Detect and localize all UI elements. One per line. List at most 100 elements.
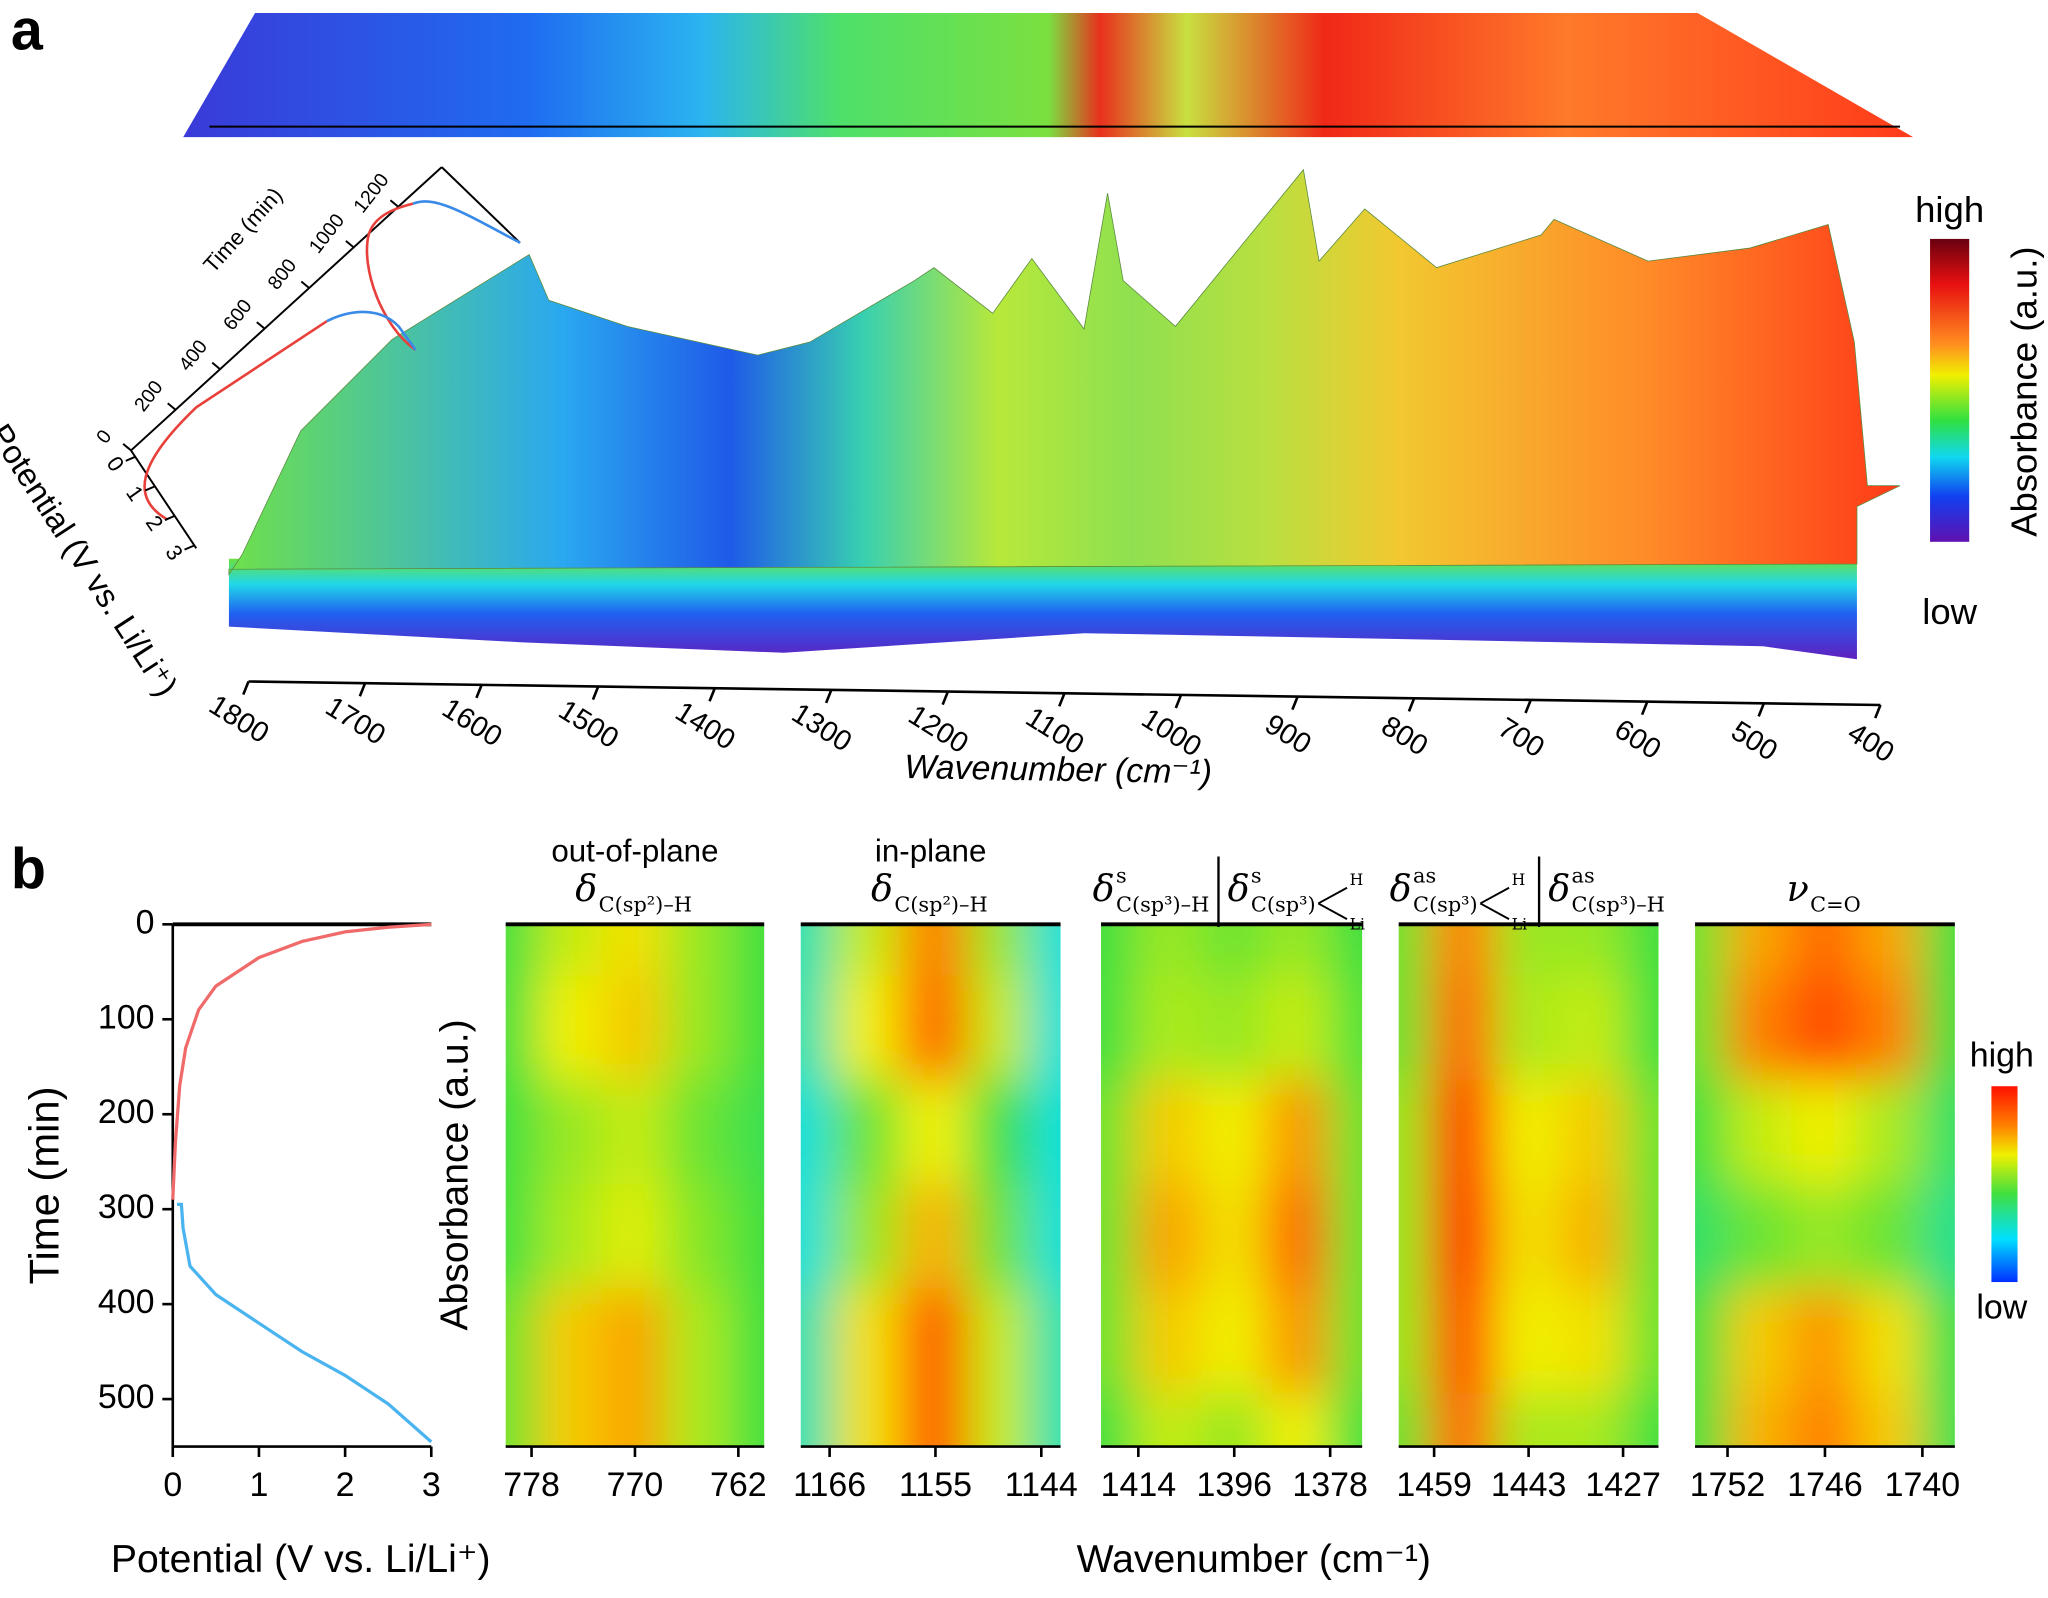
series-line (177, 1202, 433, 1444)
heatmap-cell (800, 1393, 836, 1447)
heatmap-cell (1856, 1184, 1924, 1292)
heatmap-cell (1429, 1079, 1498, 1187)
colorbar (1930, 238, 1970, 542)
heatmap-cell (505, 924, 540, 978)
potential-tick-label: 3 (160, 540, 188, 564)
heatmap-cell (1695, 1184, 1729, 1292)
y-tick (256, 321, 266, 330)
heatmap-cell (1134, 1184, 1204, 1292)
potential-tick (144, 485, 155, 492)
heatmap-cell (1921, 1393, 1955, 1447)
potential-tick-label: 2 (141, 511, 169, 535)
x-tick (1174, 694, 1183, 709)
heatmap-cell (730, 1393, 765, 1447)
heatmap-cells (1695, 924, 1955, 1447)
heatmap-cell (967, 1288, 1033, 1396)
heatmap-cell (1200, 1184, 1268, 1292)
heatmap-cell (1101, 975, 1137, 1083)
heatmap-cell (1624, 1184, 1659, 1292)
heatmap-cell (1726, 924, 1794, 978)
heatmap-cell (1624, 924, 1659, 978)
potential-tick (184, 544, 195, 551)
heatmap-cell (1134, 1079, 1204, 1187)
y-tick-label: 0 (92, 426, 116, 448)
y-tick-label: 800 (264, 255, 302, 294)
heatmap-cell (1624, 1393, 1659, 1447)
heatmap-cell (536, 975, 604, 1083)
x-tick (591, 686, 600, 701)
y-tick-label: 400 (98, 1283, 155, 1321)
heatmap-cell (505, 1079, 540, 1187)
heatmap-cell (730, 1288, 765, 1396)
x-tick-label: 500 (1725, 715, 1783, 768)
heatmap-cell (1328, 924, 1363, 978)
heatmap-header: out-of-plane (551, 834, 718, 869)
heatmap (1398, 924, 1659, 1447)
heatmap-cell (1791, 975, 1859, 1083)
heatmap-cell (1264, 1393, 1332, 1447)
heatmap-cell (536, 1393, 604, 1447)
x-axis-title: Potential (V vs. Li/Li⁺) (111, 1538, 491, 1581)
heatmap-cell (505, 1393, 540, 1447)
colorbar-low: low (1922, 591, 1977, 632)
heatmap-cell (601, 1393, 669, 1447)
mode-subscript: C(sp³)–H (1116, 892, 1209, 916)
x-tick (1524, 699, 1532, 714)
heatmap-cell (1559, 1288, 1628, 1396)
bond-atom: Li (1512, 915, 1527, 934)
heatmap-cell (1624, 1288, 1659, 1396)
x-tick (1407, 697, 1416, 712)
heatmap-cell (900, 924, 971, 978)
inset-axis-line (441, 166, 521, 244)
heatmap-cell (1398, 924, 1433, 978)
x-tick (242, 681, 250, 696)
heatmap-cell (505, 1288, 540, 1396)
y-tick-label: 1200 (349, 169, 393, 217)
heatmap-cell (1791, 1288, 1859, 1396)
heatmap-cell (536, 1288, 604, 1396)
x-tick-label: 1144 (1005, 1466, 1078, 1504)
heatmap-cell (1134, 1393, 1204, 1447)
heatmap-cell (1856, 924, 1924, 978)
heatmap-cell (800, 975, 836, 1083)
y-tick-label: 0 (136, 903, 155, 941)
heatmap-cell (730, 924, 765, 978)
bond (1479, 886, 1510, 905)
heatmap-cell (1695, 1288, 1729, 1396)
heatmap-cell (900, 1184, 971, 1292)
inset-charge-curve (326, 200, 521, 351)
x-tick-label: 1752 (1690, 1466, 1766, 1504)
x-axis-title: Wavenumber (cm⁻¹) (904, 748, 1212, 791)
series-line (171, 922, 432, 1200)
x-tick-label: 1740 (1885, 1466, 1961, 1504)
heatmap-cell (536, 1079, 604, 1187)
heatmap-cell (1494, 1079, 1563, 1187)
heatmap-cell (1856, 1288, 1924, 1396)
x-tick (475, 684, 483, 699)
mode-label: δ sC(sp³)–H δ sC(sp³)HLi (1093, 856, 1365, 934)
heatmap-cell (1726, 975, 1794, 1083)
heatmap-cell (967, 1184, 1033, 1292)
mode-symbol: δ (1228, 867, 1250, 910)
x-tick-label: 0 (163, 1466, 182, 1504)
heatmap-cell (1101, 924, 1137, 978)
y-tick-label: 1000 (305, 210, 349, 258)
heatmap-cell (1791, 1393, 1859, 1447)
x-tick (1874, 704, 1882, 719)
heatmap-cell (900, 975, 971, 1083)
heatmap-cell (1791, 924, 1859, 978)
x-tick-label: 800 (1376, 710, 1434, 763)
potential-tick-label: 1 (121, 481, 149, 505)
x-tick-label: 400 (1842, 717, 1900, 770)
heatmap-cell (601, 1079, 669, 1187)
colorbar (1991, 1086, 2018, 1283)
y-tick-label: 500 (98, 1378, 155, 1416)
heatmap-cell (1856, 975, 1924, 1083)
y-tick (345, 240, 355, 249)
mode-symbol: ν (1787, 867, 1809, 910)
heatmap-cell (1726, 1288, 1794, 1396)
heatmap-cell (1791, 1184, 1859, 1292)
bond (1479, 902, 1510, 920)
x-tick-label: 1600 (436, 692, 507, 753)
colorbar-high: high (1915, 189, 1984, 230)
